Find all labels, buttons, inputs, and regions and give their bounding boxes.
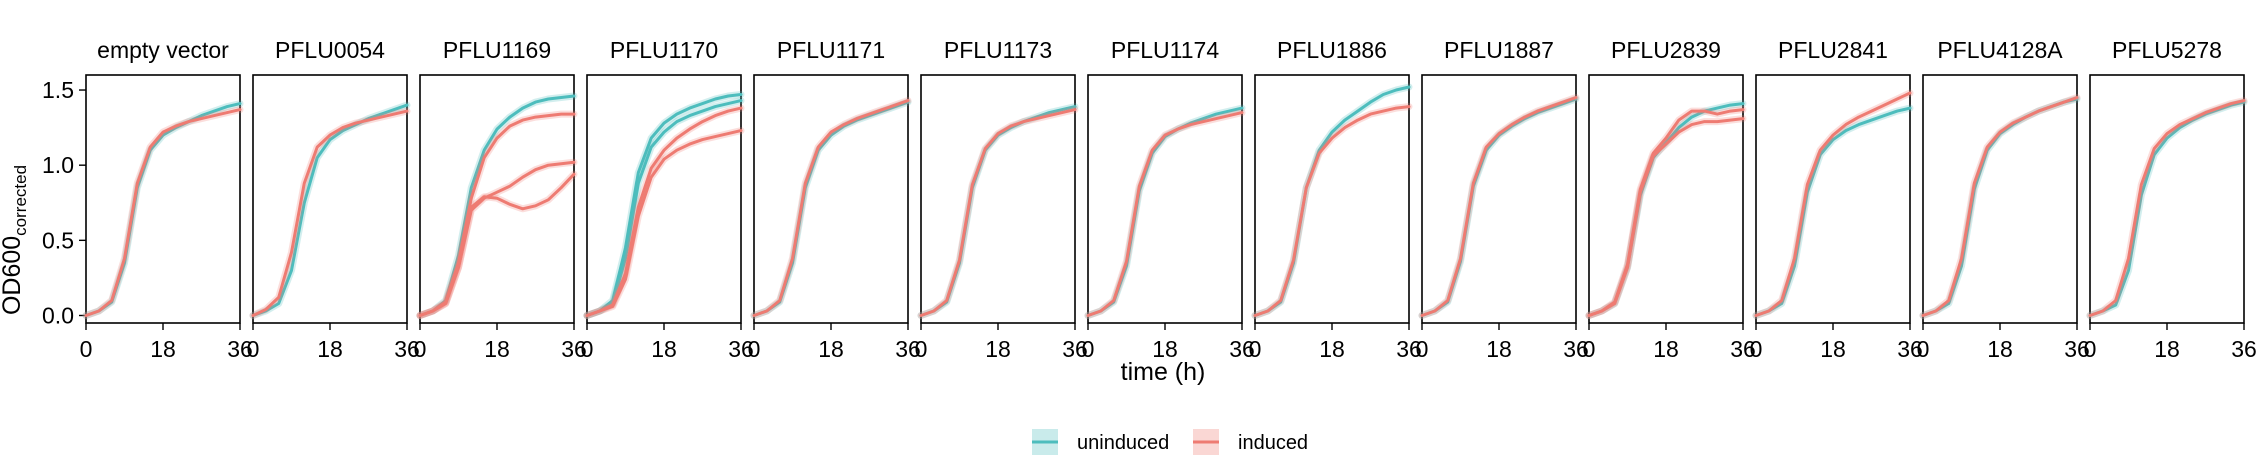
y-tick-label: 0.0 xyxy=(42,302,74,328)
x-tick-label: 18 xyxy=(1486,336,1512,362)
x-axis-title: time (h) xyxy=(1121,358,1206,386)
series-line-induced xyxy=(418,172,576,317)
x-tick-label: 36 xyxy=(1563,336,1589,362)
x-tick-label: 0 xyxy=(80,336,93,362)
panel-10: PFLU2841 0 18 36 xyxy=(1750,37,1923,362)
x-tick-label: 18 xyxy=(484,336,510,362)
panel-12: PFLU5278 0 18 36 xyxy=(2084,37,2257,362)
x-tick-label: 36 xyxy=(728,336,754,362)
x-tick-label: 18 xyxy=(1653,336,1679,362)
series-line-induced xyxy=(1754,91,1912,317)
x-tick-label: 0 xyxy=(1082,336,1095,362)
series-line-induced xyxy=(84,108,242,317)
panel-title: PFLU1171 xyxy=(777,37,885,63)
panel-2: PFLU1169 0 18 36 xyxy=(414,37,587,362)
x-tick-label: 0 xyxy=(748,336,761,362)
panel-title: PFLU1174 xyxy=(1111,37,1219,63)
x-tick-label: 0 xyxy=(915,336,928,362)
series-line-induced xyxy=(1921,96,2079,317)
x-tick-label: 0 xyxy=(414,336,427,362)
x-tick-label: 18 xyxy=(985,336,1011,362)
x-tick-label: 36 xyxy=(1229,336,1255,362)
y-tick-label: 1.5 xyxy=(42,77,74,103)
series-line-induced xyxy=(919,108,1077,317)
series-line-induced xyxy=(1587,117,1745,317)
series-line-induced xyxy=(1253,105,1411,317)
panel-title: PFLU2841 xyxy=(1778,37,1888,63)
x-tick-label: 18 xyxy=(1820,336,1846,362)
panel-9: PFLU2839 0 18 36 xyxy=(1583,37,1756,362)
panel-frame xyxy=(1922,74,2078,324)
y-axis-title-subscript: corrected xyxy=(11,165,30,236)
x-tick-label: 0 xyxy=(247,336,260,362)
y-tick-label: 1.0 xyxy=(42,152,74,178)
x-tick-label: 18 xyxy=(1319,336,1345,362)
x-tick-label: 0 xyxy=(2084,336,2097,362)
series-line-induced xyxy=(1086,111,1244,317)
x-tick-label: 0 xyxy=(1917,336,1930,362)
x-tick-label: 18 xyxy=(317,336,343,362)
panel-frame xyxy=(2089,74,2245,324)
panel-frame xyxy=(1588,74,1744,324)
panel-title: PFLU5278 xyxy=(2112,37,2222,63)
x-tick-label: 36 xyxy=(1396,336,1422,362)
panel-title: PFLU4128A xyxy=(1937,37,2063,63)
x-tick-label: 18 xyxy=(150,336,176,362)
panel-title: PFLU1169 xyxy=(443,37,551,63)
x-tick-label: 0 xyxy=(1750,336,1763,362)
x-tick-label: 36 xyxy=(1897,336,1923,362)
series-line-induced xyxy=(585,129,743,317)
x-tick-label: 36 xyxy=(227,336,253,362)
panel-1: PFLU0054 0 18 36 xyxy=(247,37,420,362)
panel-0: empty vector 0 18 36 0.0 0.5 1.0 1.5 xyxy=(42,37,253,362)
panel-frame xyxy=(753,74,909,324)
x-tick-label: 18 xyxy=(2154,336,2180,362)
x-tick-label: 36 xyxy=(561,336,587,362)
panel-title: PFLU1887 xyxy=(1444,37,1554,63)
y-tick-label: 0.5 xyxy=(42,227,74,253)
panel-title: empty vector xyxy=(97,37,229,63)
x-tick-label: 36 xyxy=(895,336,921,362)
panel-5: PFLU1173 0 18 36 xyxy=(915,37,1088,362)
series-line-uninduced xyxy=(251,103,409,317)
panel-title: PFLU0054 xyxy=(275,37,385,63)
x-tick-label: 36 xyxy=(2064,336,2090,362)
x-tick-label: 0 xyxy=(1416,336,1429,362)
series-line-induced xyxy=(251,109,409,317)
x-tick-label: 0 xyxy=(581,336,594,362)
panel-6: PFLU1174 0 18 36 xyxy=(1082,37,1255,362)
panel-title: PFLU1173 xyxy=(944,37,1052,63)
panel-frame xyxy=(1087,74,1243,324)
x-tick-label: 36 xyxy=(1730,336,1756,362)
x-tick-label: 0 xyxy=(1249,336,1262,362)
x-tick-label: 36 xyxy=(1062,336,1088,362)
y-axis-title: OD600corrected xyxy=(0,165,30,315)
panels: empty vector 0 18 36 0.0 0.5 1.0 1.5 PFLU0054 0 18… xyxy=(42,37,2257,362)
x-tick-label: 36 xyxy=(2231,336,2257,362)
panel-8: PFLU1887 0 18 36 xyxy=(1416,37,1589,362)
panel-11: PFLU4128A 0 18 36 xyxy=(1917,37,2090,362)
panel-title: PFLU2839 xyxy=(1611,37,1721,63)
x-tick-label: 0 xyxy=(1583,336,1596,362)
legend-label-induced: induced xyxy=(1238,432,1308,454)
legend: uninduced induced xyxy=(1032,429,1308,455)
panel-title: PFLU1170 xyxy=(610,37,718,63)
y-axis-title-main: OD600 xyxy=(0,236,26,315)
x-tick-label: 18 xyxy=(818,336,844,362)
panel-7: PFLU1886 0 18 36 xyxy=(1249,37,1422,362)
panel-frame xyxy=(1421,74,1577,324)
panel-3: PFLU1170 0 18 36 xyxy=(581,37,754,362)
x-tick-label: 18 xyxy=(1152,336,1178,362)
series-line-induced xyxy=(2088,99,2246,317)
x-tick-label: 36 xyxy=(394,336,420,362)
panel-title: PFLU1886 xyxy=(1277,37,1387,63)
legend-label-uninduced: uninduced xyxy=(1077,432,1169,454)
series-line-induced xyxy=(752,99,910,317)
series-line-induced xyxy=(1420,96,1578,317)
x-tick-label: 18 xyxy=(651,336,677,362)
series-line-uninduced xyxy=(1754,106,1912,317)
panel-4: PFLU1171 0 18 36 xyxy=(748,37,921,362)
x-tick-label: 18 xyxy=(1987,336,2013,362)
